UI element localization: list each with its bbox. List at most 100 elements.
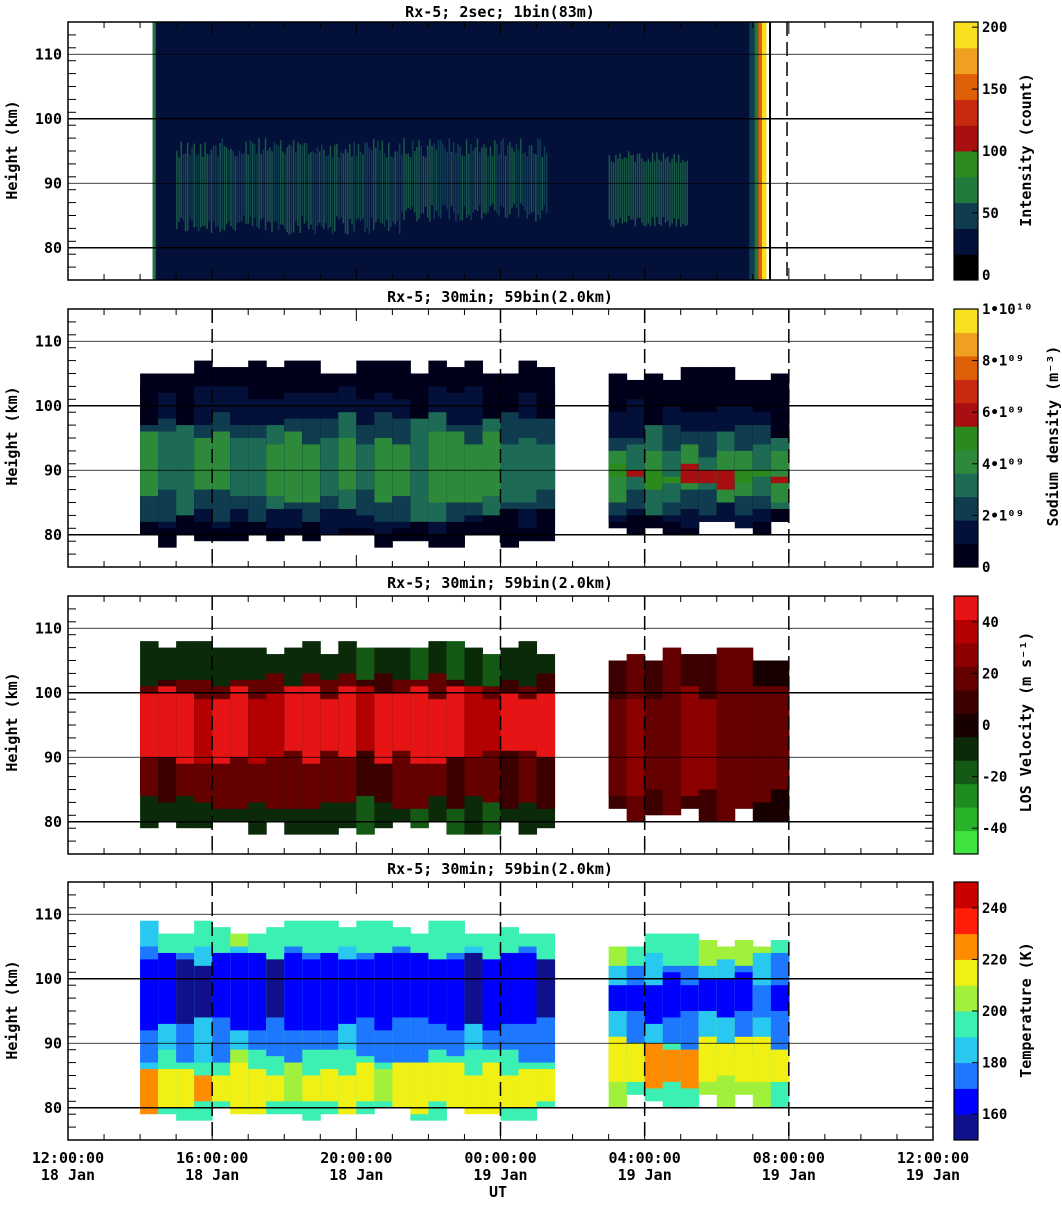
data-streak [208,154,211,222]
data-streak [651,152,654,218]
data-streak [228,149,230,222]
x-tick-label-time: 08:00:00 [753,1149,825,1167]
data-streak [357,144,360,219]
data-cell [140,959,159,1031]
data-cell [770,985,790,1011]
data-streak [349,143,351,219]
data-cell [230,438,249,497]
colorbar-frame [953,308,979,568]
data-cell [320,699,339,751]
data-streak [238,150,241,223]
colorbar-swatch [954,807,978,832]
data-cell [176,692,195,764]
data-cell [140,692,159,758]
colorbar-tick-label: -40 [982,821,1007,837]
data-streak [450,151,453,207]
data-streak [403,138,405,220]
data-cell [356,444,375,490]
data-streak [219,142,221,233]
data-streak [375,147,377,223]
colorbar-tick-label: 0 [982,268,990,284]
colorbar-swatch [954,355,978,380]
plot-area: 80 90 100 110 [35,308,934,568]
data-streak [502,138,505,208]
data-streak [608,154,611,220]
data-cell [158,431,177,490]
colorbar-swatch [954,736,978,761]
data-streak [392,156,394,222]
data-streak [370,150,373,218]
data-streak [498,154,500,217]
data-cell [608,450,628,503]
colorbar-swatch [954,642,978,667]
colorbar-swatch [954,254,978,281]
data-streak [314,152,317,235]
colorbar-tick-label: 50 [982,206,999,222]
data-cell [662,476,682,484]
data-cell [482,699,501,751]
data-streak [189,154,191,219]
data-streak [191,147,193,221]
colorbar-tick-label: 2•1⁰⁹ [982,508,1024,524]
data-streak [215,145,217,228]
data-streak [686,160,688,226]
data-streak [643,161,645,226]
x-tick-label-time: 16:00:00 [176,1149,248,1167]
x-axis-label: UT [489,1183,507,1200]
data-streak [636,153,639,219]
data-edge [766,22,770,280]
colorbar-tick-label: 200 [982,1004,1007,1020]
data-streak [398,143,401,234]
x-tick-label-date: 19 Jan [762,1166,816,1184]
data-streak [638,153,641,218]
data-cell [482,431,501,497]
data-streak [377,140,379,220]
data-streak [543,146,546,205]
colorbar-swatch [954,473,978,498]
data-cell [212,1075,231,1102]
data-cell [608,985,628,1011]
data-cell [158,686,177,758]
data-cell [158,952,177,1024]
data-cell [464,444,483,503]
y-tick-label: 90 [44,461,62,479]
data-streak [465,139,468,218]
data-streak [435,149,438,211]
data-streak [649,161,652,227]
data-streak [318,151,321,223]
colorbar-swatch [954,1062,978,1089]
data-cell [194,438,213,490]
data-cell [140,1069,159,1115]
data-streak [457,144,459,215]
data-streak [407,153,410,208]
colorbar-swatch [954,907,978,935]
data-streak [381,140,384,224]
data-streak [446,151,448,209]
colorbar-swatch [954,73,978,100]
data-streak [184,153,187,232]
data-streak [673,153,675,219]
data-streak [677,154,680,220]
data-streak [463,156,466,207]
data-streak [310,152,312,225]
data-streak [506,145,509,218]
data-cell [698,1036,718,1082]
data-cell [518,952,538,1024]
data-streak [338,157,340,220]
colorbar-swatch [954,959,978,986]
data-streak [290,145,293,233]
data-cell [626,444,646,490]
data-streak [621,159,624,224]
data-streak [664,158,667,223]
data-cell [212,699,231,764]
data-cell [158,1069,177,1108]
x-tick-label-time: 00:00:00 [464,1149,536,1167]
data-streak [478,152,481,206]
data-cell [626,470,646,477]
colorbar-label: Sodium density (m⁻³) [1044,346,1062,527]
data-cell [356,959,375,1018]
data-streak [491,155,494,204]
data-streak [669,162,671,227]
data-streak [230,148,232,227]
data-cell [770,476,790,484]
